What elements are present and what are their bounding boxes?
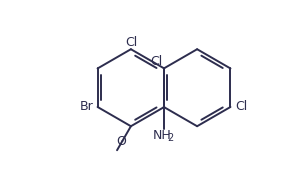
- Text: Cl: Cl: [150, 55, 162, 68]
- Text: Cl: Cl: [125, 36, 137, 49]
- Text: NH: NH: [153, 129, 172, 142]
- Text: O: O: [116, 135, 126, 148]
- Text: 2: 2: [167, 133, 173, 143]
- Text: Cl: Cl: [235, 100, 247, 113]
- Text: Br: Br: [80, 100, 94, 113]
